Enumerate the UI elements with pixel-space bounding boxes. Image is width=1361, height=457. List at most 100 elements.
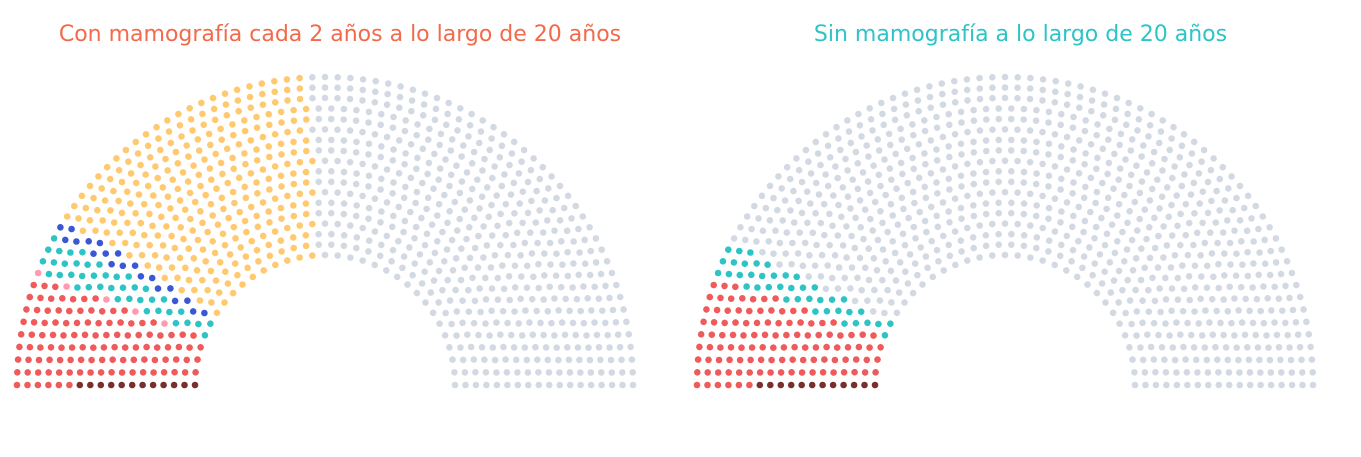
- seat-dot-category-3: [1045, 237, 1053, 244]
- seat-dot-category-3: [1201, 344, 1209, 351]
- seat-dot-category-6: [494, 274, 502, 282]
- seat-dot-category-1: [756, 369, 764, 376]
- seat-dot-category-3: [78, 272, 86, 280]
- seat-dot-category-6: [439, 286, 446, 294]
- seat-dot-category-3: [1191, 284, 1199, 291]
- seat-dot-category-6: [458, 153, 465, 160]
- seat-dot-category-3: [759, 248, 766, 256]
- seat-dot-category-2: [747, 249, 754, 256]
- seat-dot-category-3: [766, 217, 774, 224]
- seat-dot-category-0: [160, 381, 167, 389]
- seat-dot-category-3: [1008, 105, 1015, 112]
- seat-dot-category-3: [1106, 259, 1114, 266]
- seat-dot-category-6: [346, 158, 354, 166]
- seat-dot-category-3: [983, 116, 990, 123]
- seat-dot-category-6: [613, 281, 620, 289]
- seat-dot-category-3: [881, 156, 888, 163]
- seat-dot-category-6: [566, 307, 573, 315]
- seat-dot-category-3: [759, 227, 767, 235]
- seat-dot-category-1: [764, 319, 772, 326]
- seat-dot-category-5: [309, 157, 316, 165]
- seat-dot-category-3: [79, 248, 86, 256]
- seat-dot-category-6: [451, 198, 459, 206]
- seat-dot-category-5: [221, 299, 228, 306]
- seat-dot-category-6: [532, 219, 540, 226]
- seat-dot-category-3: [826, 154, 834, 161]
- seat-dot-category-1: [151, 356, 159, 364]
- seat-dot-category-5: [194, 136, 202, 143]
- seat-dot-category-3: [1092, 199, 1099, 207]
- seat-dot-category-5: [243, 228, 250, 236]
- seat-dot-category-1: [132, 344, 140, 351]
- seat-dot-category-6: [587, 381, 595, 389]
- seat-dot-category-3: [1122, 309, 1129, 317]
- seat-dot-category-3: [1249, 284, 1256, 291]
- seat-dot-category-6: [401, 127, 409, 135]
- seat-dot-category-1: [24, 369, 32, 376]
- seat-dot-category-3: [854, 274, 861, 282]
- seat-dot-category-3: [1264, 295, 1271, 302]
- seat-dot-category-6: [309, 84, 316, 91]
- seat-dot-category-5: [234, 97, 242, 104]
- seat-dot-category-1: [738, 344, 745, 352]
- seat-dot-category-3: [1128, 136, 1136, 143]
- seat-dot-category-6: [421, 241, 429, 249]
- seat-dot-category-3: [1020, 147, 1027, 155]
- seat-dot-category-6: [515, 170, 523, 177]
- seat-dot-category-6: [539, 229, 547, 236]
- seat-dot-category-6: [365, 183, 372, 190]
- seat-dot-category-6: [378, 208, 385, 215]
- seat-dot-category-3: [946, 121, 953, 129]
- seat-dot-category-3: [1079, 264, 1086, 272]
- seat-dot-category-6: [592, 235, 600, 242]
- seat-dot-category-3: [1161, 356, 1168, 364]
- seat-dot-category-3: [1249, 319, 1257, 327]
- seat-dot-category-3: [1309, 381, 1317, 389]
- seat-dot-category-3: [1184, 251, 1192, 259]
- seat-dot-category-3: [1244, 192, 1252, 200]
- seat-dot-category-5: [202, 191, 209, 199]
- seat-dot-category-3: [933, 146, 940, 153]
- seat-dot-category-6: [493, 319, 500, 326]
- seat-dot-category-0: [861, 381, 868, 389]
- seat-dot-category-3: [1080, 228, 1087, 236]
- seat-dot-category-6: [475, 139, 483, 147]
- seat-dot-category-3: [1194, 369, 1201, 376]
- seat-dot-category-6: [424, 170, 431, 178]
- seat-dot-category-6: [470, 148, 478, 156]
- seat-dot-category-3: [892, 277, 900, 284]
- seat-dot-category-6: [377, 121, 385, 129]
- seat-dot-category-5: [309, 220, 316, 228]
- seat-dot-category-3: [858, 133, 865, 140]
- seat-dot-category-3: [871, 286, 878, 294]
- seat-dot-category-3: [1087, 174, 1095, 182]
- seat-dot-category-5: [163, 254, 170, 261]
- seat-dot-category-1: [52, 283, 59, 291]
- seat-dot-category-1: [77, 356, 85, 364]
- seat-dot-category-3: [934, 190, 941, 197]
- seat-dot-category-3: [789, 239, 796, 247]
- seat-dot-category-3: [1228, 173, 1235, 180]
- seat-dot-category-5: [86, 217, 94, 224]
- seat-dot-category-1: [746, 381, 753, 389]
- seat-dot-category-6: [407, 208, 414, 216]
- seat-dot-category-6: [510, 179, 518, 187]
- seat-dot-category-6: [327, 147, 335, 154]
- seat-dot-category-3: [1094, 121, 1101, 128]
- seat-dot-category-5: [284, 160, 291, 168]
- seat-dot-category-3: [828, 274, 836, 282]
- seat-dot-category-5: [140, 200, 148, 208]
- seat-dot-category-6: [558, 319, 566, 326]
- seat-dot-category-6: [528, 295, 536, 303]
- seat-dot-category-3: [195, 320, 202, 328]
- seat-dot-category-1: [109, 356, 116, 364]
- seat-dot-category-0: [107, 381, 115, 389]
- seat-dot-category-2: [881, 332, 889, 339]
- seat-dot-category-6: [595, 344, 603, 351]
- seat-dot-category-1: [757, 356, 765, 364]
- seat-dot-category-1: [77, 307, 84, 315]
- seat-dot-category-3: [1187, 191, 1195, 198]
- seat-dot-category-3: [781, 197, 789, 204]
- seat-dot-category-1: [87, 369, 94, 376]
- seat-dot-category-6: [564, 344, 571, 351]
